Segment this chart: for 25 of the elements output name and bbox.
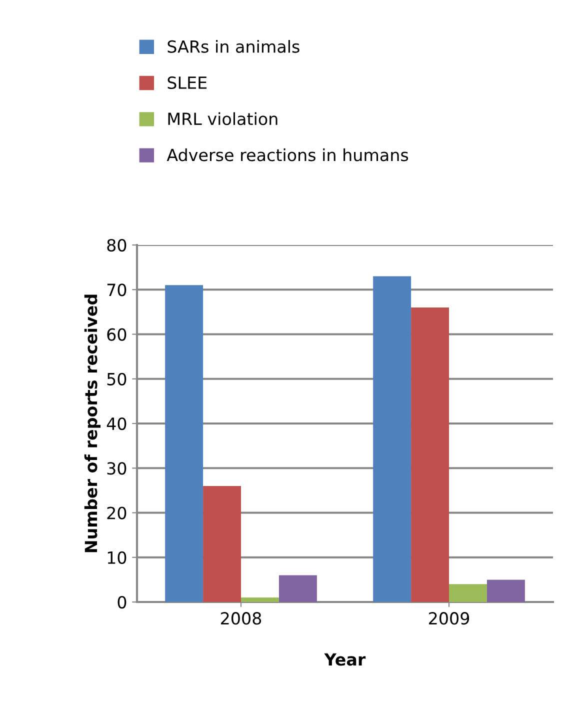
y-tick-label: 40 [106, 417, 126, 430]
bar [203, 486, 241, 602]
legend-label: Adverse reactions in humans [166, 148, 408, 162]
y-tick-label: 0 [118, 596, 126, 609]
y-tick-label: 30 [107, 462, 126, 475]
y-tick-label: 70 [107, 284, 126, 296]
y-tick-label: 80 [107, 238, 126, 252]
bar [449, 584, 487, 602]
legend-label: MRL violation [168, 112, 278, 126]
y-tick-label: 50 [107, 372, 126, 386]
y-axis-title: Number of reports received [84, 294, 101, 552]
y-tick-label: 60 [107, 328, 126, 341]
bar [241, 598, 279, 602]
y-tick-label: 10 [108, 551, 126, 564]
x-tick-label: 2008 [221, 612, 262, 625]
x-tick-label: 2009 [429, 612, 470, 625]
bar [411, 307, 449, 602]
legend-label: SARs in animals [168, 40, 300, 53]
bar [373, 276, 412, 602]
bar [165, 285, 204, 602]
bar [278, 575, 317, 602]
x-axis-title: Year [324, 653, 366, 666]
bar [486, 580, 525, 602]
y-tick-label: 20 [107, 506, 126, 520]
legend-label: SLEE [168, 76, 207, 90]
